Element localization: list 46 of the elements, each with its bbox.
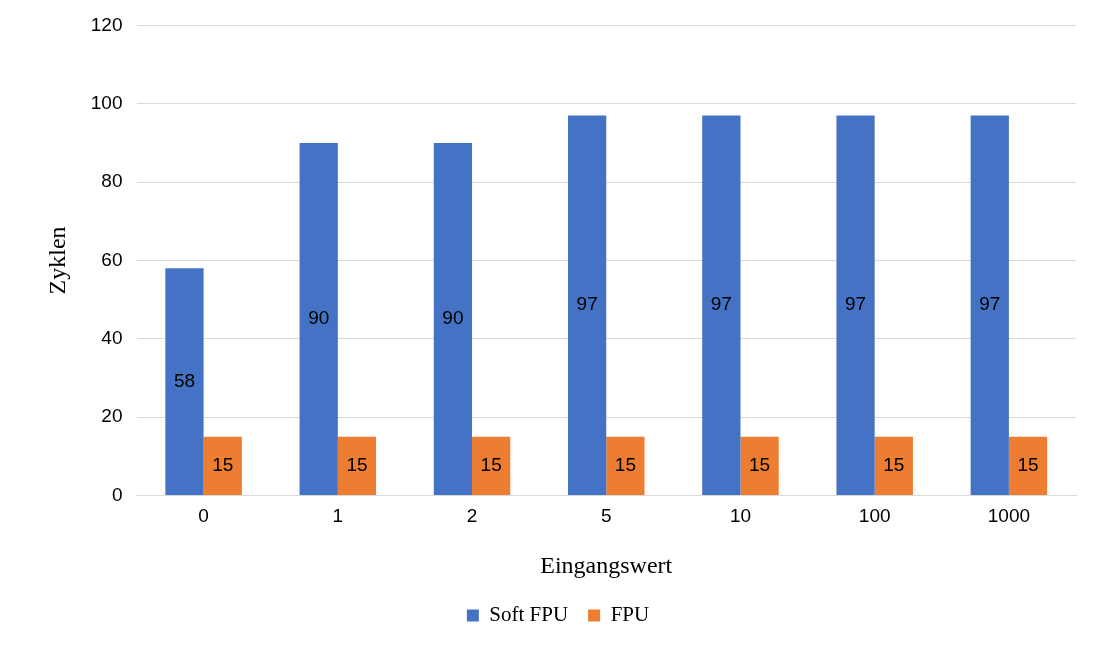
bar [472,436,511,495]
y-tick-label: 100 [90,91,123,113]
bar [299,142,338,495]
data-label: 97 [710,293,732,315]
x-tick-label: 5 [600,505,612,527]
bar [874,436,913,495]
bar [337,436,377,495]
bar [606,436,645,495]
data-label: 15 [1017,454,1039,476]
x-tick-label: 1000 [987,505,1031,527]
bar [203,436,242,495]
y-tick-label: 80 [101,170,123,192]
data-label: 97 [576,293,598,315]
y-tick-label: 0 [111,483,123,505]
data-label: 15 [346,454,368,476]
x-tick-label: 0 [198,505,209,527]
data-label: 15 [480,454,502,476]
x-tick-label: 1 [332,505,344,527]
bar [702,115,741,495]
data-label: 15 [614,454,636,476]
y-tick-label: 120 [90,13,123,35]
data-label: 97 [844,293,867,315]
bar [568,115,607,495]
data-label: 58 [173,369,196,391]
x-tick-label: 100 [858,505,891,527]
x-axis-title: Eingangswert [540,551,673,578]
x-tick-label: 2 [466,505,478,527]
data-label: 90 [442,307,464,329]
bar [1008,436,1048,495]
bar [740,436,779,495]
legend-label: FPU [610,602,650,627]
legend-label: Soft FPU [489,602,569,627]
y-tick-label: 40 [101,326,123,348]
data-label: 90 [308,307,330,329]
data-label: 15 [749,454,771,476]
bar [836,115,875,495]
data-label: 15 [883,454,905,476]
data-label: 97 [979,293,1001,315]
y-tick-label: 60 [101,248,123,270]
y-tick-label: 20 [101,405,123,427]
bar [433,142,473,495]
data-label: 15 [212,454,234,476]
y-axis-title: Zyklen [43,226,70,295]
bar [165,268,204,495]
x-tick-label: 10 [729,505,752,527]
bar [970,115,1009,495]
